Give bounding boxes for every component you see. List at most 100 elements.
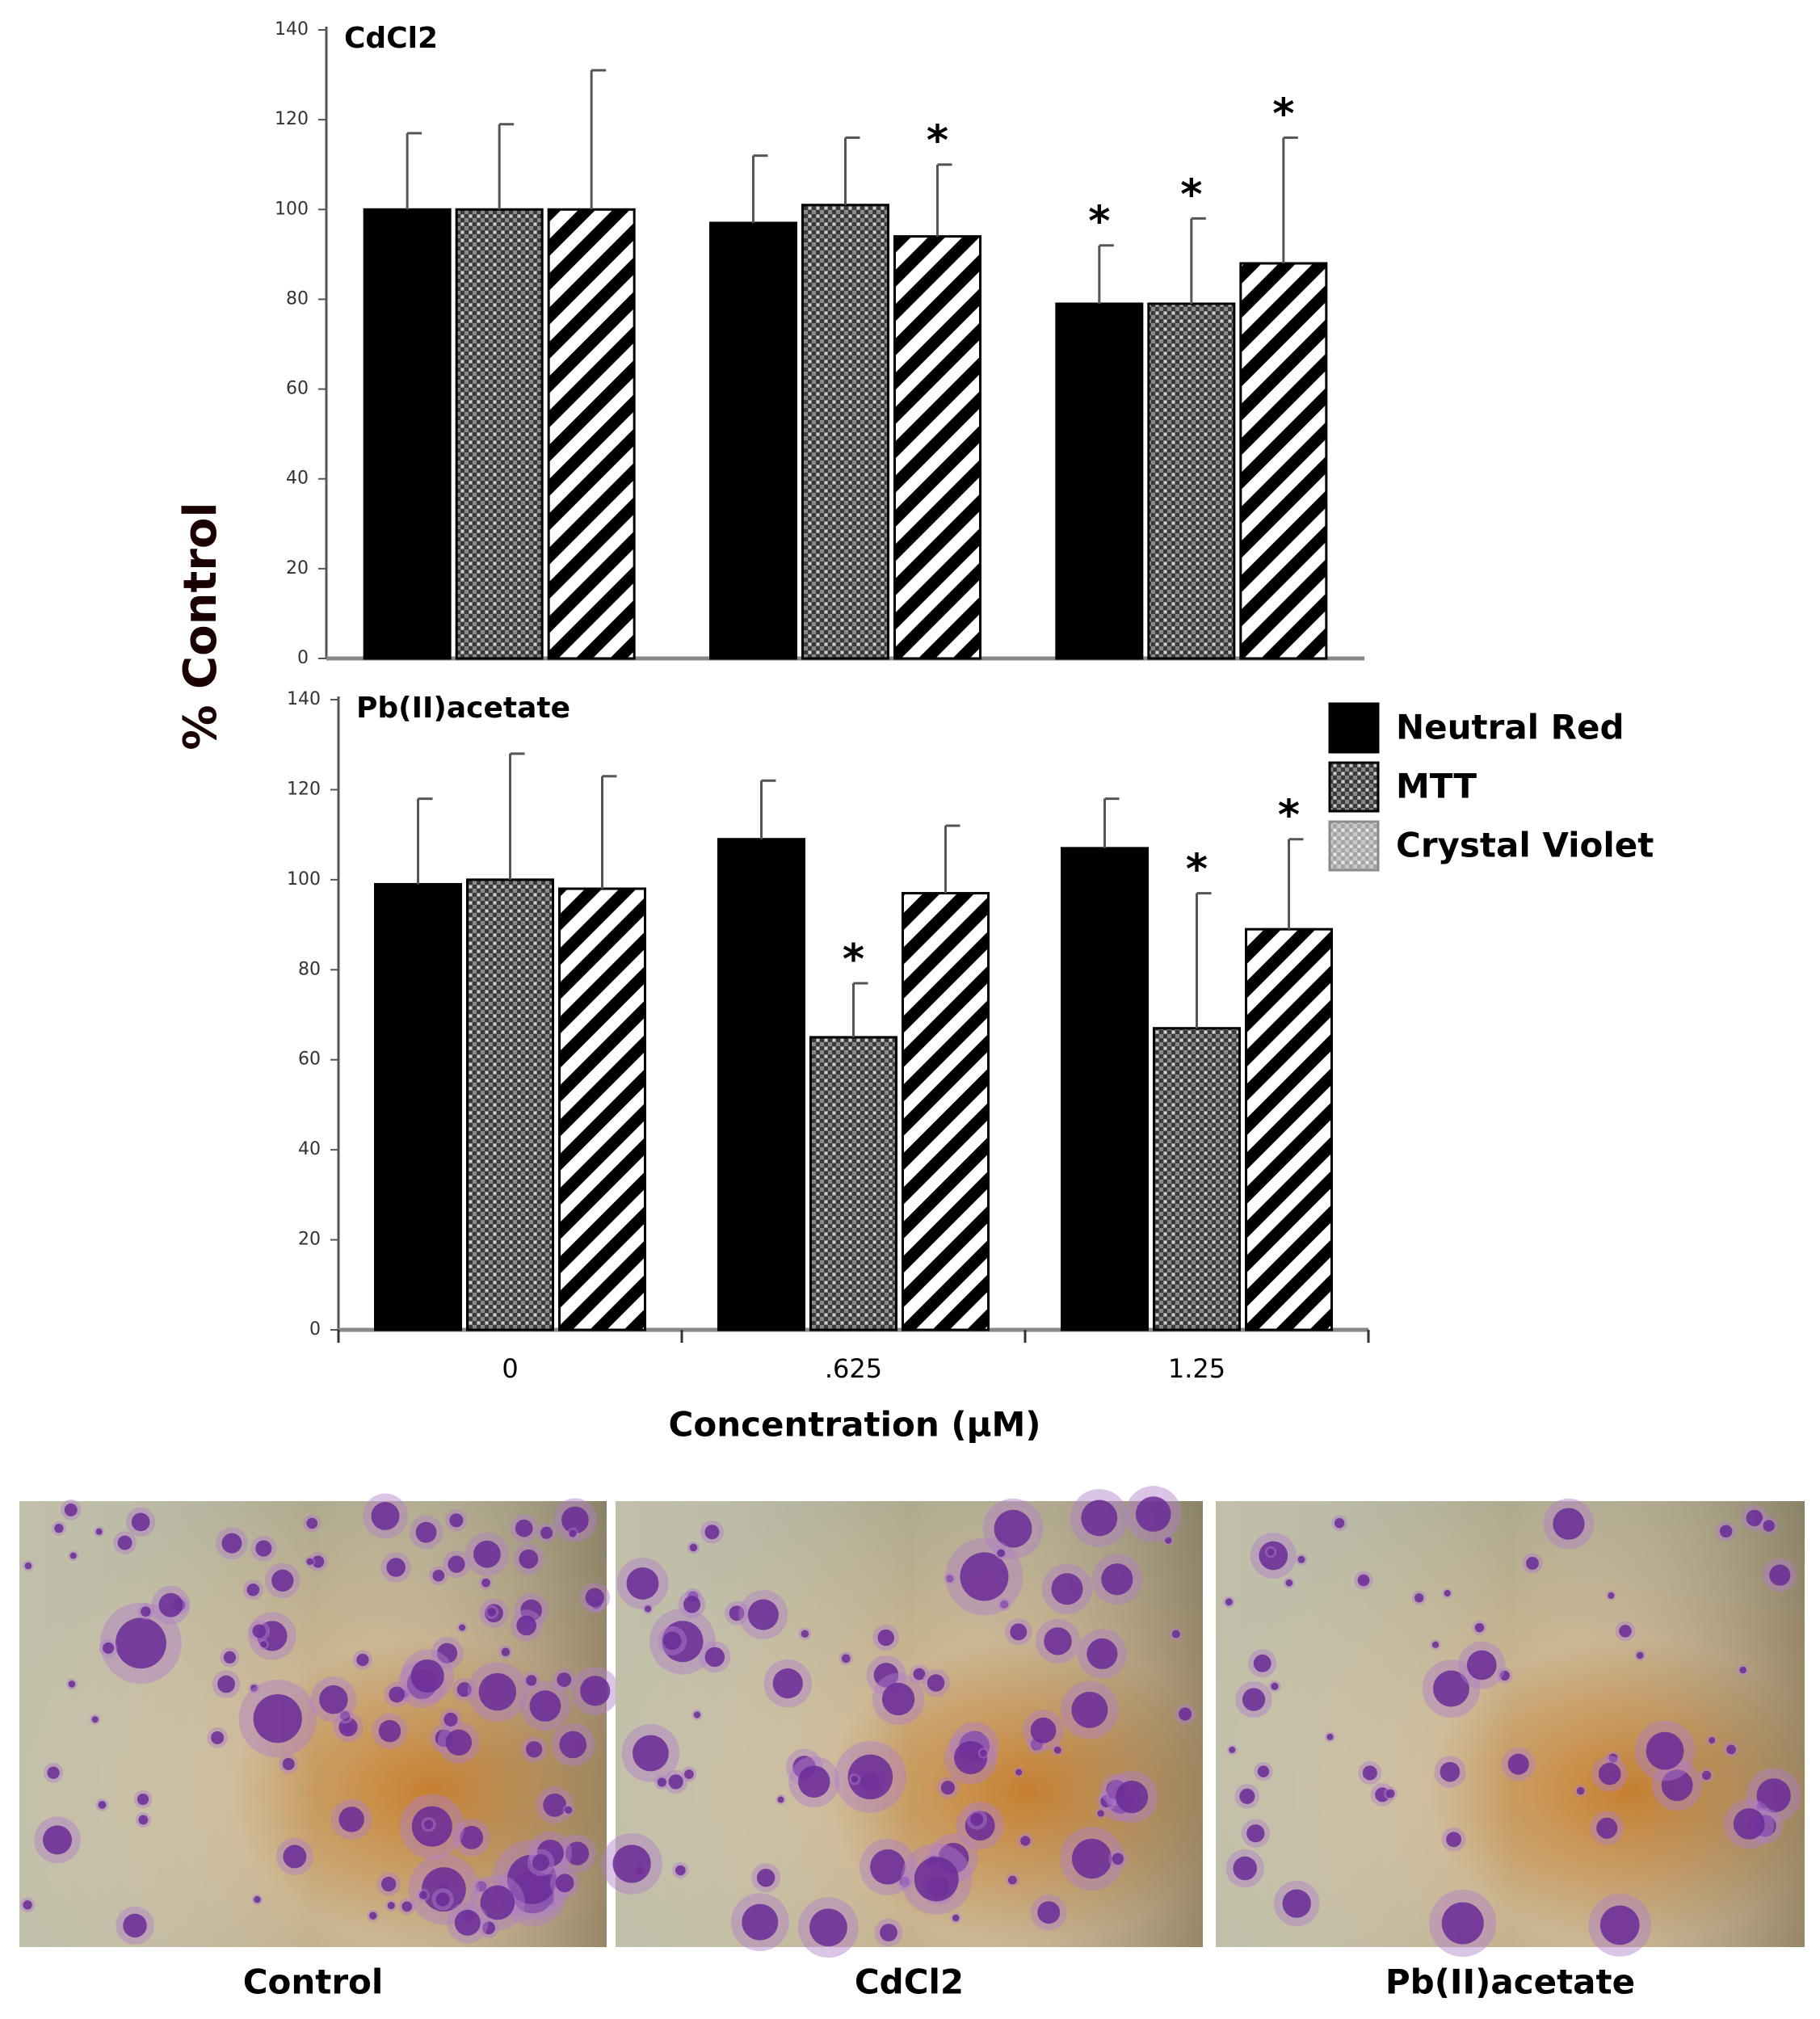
cell [436, 1643, 458, 1664]
bar [466, 878, 554, 1331]
cell [141, 1606, 151, 1617]
cell [410, 1659, 444, 1693]
cell [772, 1668, 803, 1699]
cell [994, 1509, 1032, 1548]
bar [809, 1036, 897, 1331]
cell [525, 1741, 543, 1758]
cell [668, 1774, 683, 1790]
cell [847, 1754, 893, 1800]
cell [1071, 1838, 1112, 1879]
cell [1507, 1753, 1529, 1775]
cell [473, 1540, 501, 1568]
cell [501, 1647, 511, 1657]
cell [1242, 1688, 1266, 1711]
cell [283, 1844, 307, 1869]
cell [1357, 1574, 1370, 1587]
cell [1015, 1769, 1023, 1776]
cell [644, 1605, 652, 1613]
cell [927, 1674, 945, 1692]
bar [455, 208, 544, 660]
cell [64, 1503, 78, 1516]
y-tick-label: 20 [286, 558, 309, 578]
cell [487, 1608, 497, 1617]
cell [460, 1825, 484, 1849]
x-tick-label: .625 [825, 1353, 882, 1384]
cell [1466, 1650, 1497, 1680]
cell [369, 1912, 377, 1920]
cell [448, 1555, 465, 1573]
cell [1007, 1875, 1017, 1885]
cell [1733, 1808, 1765, 1840]
cell [69, 1552, 77, 1559]
cell [756, 1868, 775, 1887]
cell [158, 1592, 183, 1617]
cell [1746, 1509, 1763, 1527]
cell [1661, 1769, 1693, 1802]
cell [1726, 1744, 1736, 1755]
bar [801, 204, 889, 660]
cell [880, 1924, 897, 1941]
cell [557, 1672, 572, 1688]
cell [851, 1775, 859, 1783]
chart-title: CdCl2 [344, 22, 438, 55]
bar [1061, 847, 1149, 1331]
cell [250, 1685, 258, 1692]
bar [1153, 1027, 1241, 1331]
cell [117, 1535, 132, 1550]
cell [115, 1617, 166, 1669]
cell [68, 1680, 76, 1688]
cell [1225, 1598, 1233, 1606]
x-tick-label: 1.25 [1168, 1353, 1225, 1384]
cell [626, 1567, 659, 1600]
cell [1071, 1691, 1108, 1728]
cell [704, 1647, 725, 1668]
cell [418, 1891, 427, 1899]
cell [23, 1900, 32, 1910]
significance-marker: * [1272, 90, 1294, 138]
cell [1709, 1737, 1716, 1744]
cell [1598, 1762, 1621, 1786]
cell [970, 1812, 984, 1826]
cell [340, 1710, 351, 1721]
cell [952, 1914, 960, 1922]
micrograph-shade [1216, 1501, 1805, 1947]
y-tick-label: 40 [286, 469, 309, 489]
cell [1474, 1622, 1485, 1633]
cell [1719, 1525, 1733, 1538]
y-tick-label: 60 [286, 379, 309, 399]
y-tick-label: 140 [275, 19, 309, 40]
cell [1326, 1733, 1334, 1740]
y-tick-label: 100 [275, 199, 309, 219]
cell [378, 1719, 401, 1743]
significance-marker: * [1278, 792, 1300, 840]
cell [1599, 1905, 1640, 1945]
bar [1239, 262, 1328, 660]
legend-label: Crystal Violet [1396, 826, 1654, 865]
legend-label: MTT [1396, 767, 1477, 806]
cell [1608, 1592, 1615, 1599]
cell [519, 1549, 539, 1569]
cell [529, 1690, 561, 1722]
bar [893, 235, 981, 660]
cell [1701, 1770, 1712, 1781]
micrographs [19, 1486, 1805, 1958]
cell [211, 1731, 225, 1744]
cell [480, 1885, 515, 1920]
cell [1135, 1496, 1171, 1532]
legend-swatch [1328, 761, 1380, 813]
cell [47, 1766, 60, 1779]
cell [1097, 1810, 1104, 1817]
cell [899, 1876, 910, 1887]
cell [960, 1552, 1009, 1601]
cell [1179, 1707, 1192, 1721]
y-tick-label: 120 [275, 109, 309, 129]
cell [253, 1693, 302, 1743]
x-axis-label: Concentration (μM) [669, 1405, 1041, 1445]
y-tick-label: 0 [309, 1319, 321, 1340]
cell [98, 1801, 107, 1809]
cell [1101, 1563, 1133, 1596]
cell [1000, 1600, 1009, 1609]
cell [1386, 1789, 1395, 1798]
cell [633, 1735, 669, 1772]
cell [386, 1558, 406, 1577]
